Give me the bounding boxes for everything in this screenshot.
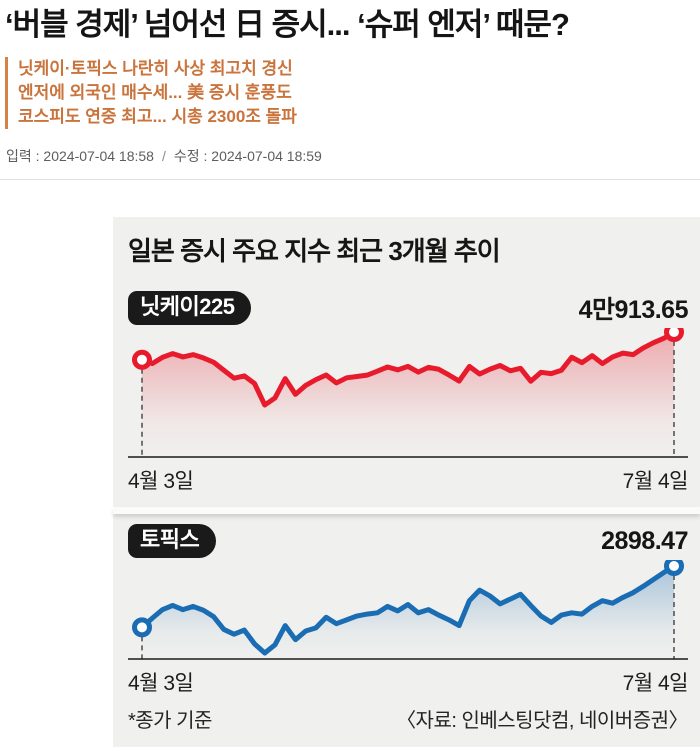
nikkei-end-date-label: 7월 4일: [622, 470, 689, 494]
headline: ‘버블 경제’ 넘어선 日 증시... ‘슈퍼 엔저’ 때문?: [5, 7, 570, 42]
nikkei-chart-section: 닛케이225 4만913.65 4월 3일 7월 4일: [128, 290, 689, 495]
subheadline-line: 엔저에 외국인 매수세... 美 증시 훈풍도: [18, 82, 292, 102]
topix-chart-section: 토픽스 2898.47 4월 3일 7월 4일: [128, 524, 689, 697]
footnote: *종가 기준: [128, 710, 212, 733]
nikkei-end-value: 4만913.65: [578, 296, 689, 325]
subheadline-line: 코스피도 연중 최고... 시총 2300조 돌파: [18, 107, 297, 127]
topix-start-date-label: 4월 3일: [128, 672, 194, 696]
modified-timestamp: 수정 : 2024-07-04 18:59: [173, 148, 322, 165]
topix-line-chart: [128, 560, 688, 661]
meta-separator: /: [161, 148, 166, 165]
section-divider: [113, 507, 700, 515]
subheadline-box: 닛케이·토픽스 나란히 사상 최고치 경신 엔저에 외국인 매수세... 美 증…: [5, 56, 700, 130]
infographic-title: 일본 증시 주요 지수 최근 3개월 추이: [128, 236, 501, 267]
subheadline-line: 닛케이·토픽스 나란히 사상 최고치 경신: [18, 58, 293, 78]
nikkei-index-label-pill: 닛케이225: [128, 291, 252, 326]
article-page: ‘버블 경제’ 넘어선 日 증시... ‘슈퍼 엔저’ 때문? 닛케이·토픽스 …: [0, 6, 700, 751]
nikkei-start-date-label: 4월 3일: [128, 470, 194, 494]
source-credit: 〈자료: 인베스팅닷컴, 네이버증권〉: [396, 710, 688, 733]
chart-panel: 일본 증시 주요 지수 최근 3개월 추이 닛케이225 4만913.65 4월…: [113, 217, 700, 748]
nikkei-line-chart: [128, 328, 688, 458]
article-meta: 입력 : 2024-07-04 18:58 / 수정 : 2024-07-04 18…: [6, 146, 700, 166]
topix-end-value: 2898.47: [601, 526, 688, 555]
posted-timestamp: 입력 : 2024-07-04 18:58: [6, 148, 154, 165]
topix-index-label-pill: 토픽스: [128, 524, 217, 559]
divider-rule: [0, 179, 700, 181]
topix-end-date-label: 7월 4일: [622, 672, 689, 696]
